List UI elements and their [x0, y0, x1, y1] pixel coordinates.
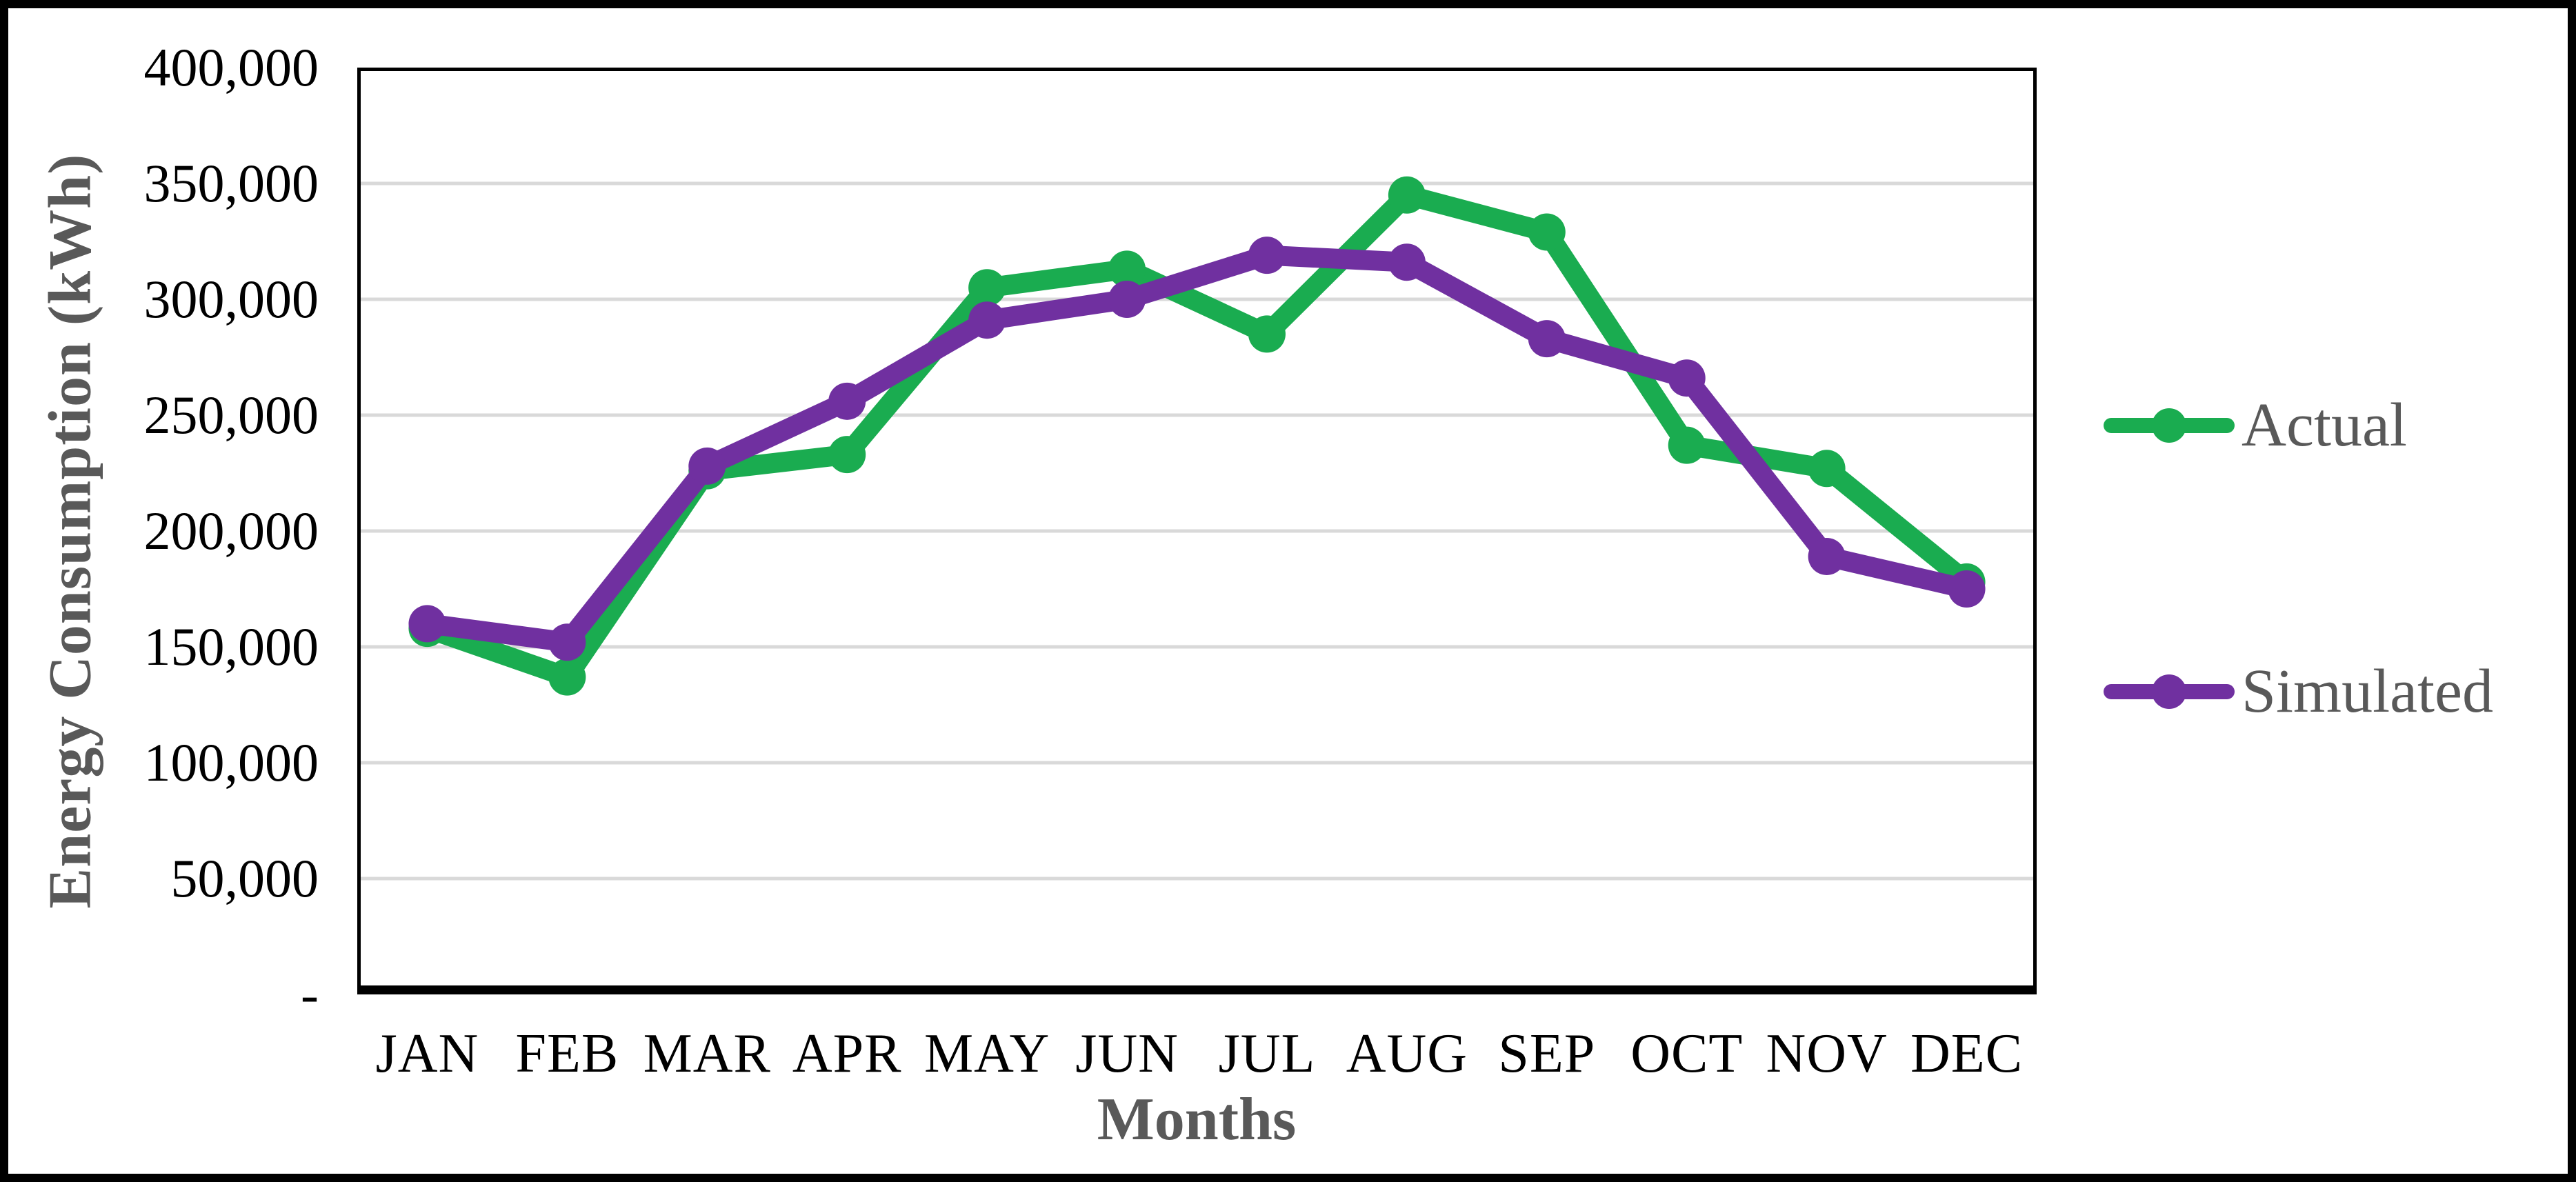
data-point-simulated-dec: [1948, 570, 1986, 608]
x-tick-label-jul: JUL: [1218, 1023, 1316, 1084]
y-tick-label-400000: 400,000: [143, 37, 319, 97]
y-tick-label-100000: 100,000: [143, 732, 319, 792]
plot-area: [357, 68, 2037, 994]
data-point-simulated-jan: [408, 605, 446, 643]
data-point-simulated-oct: [1668, 359, 1706, 397]
data-point-actual-aug: [1388, 176, 1426, 214]
x-tick-label-mar: MAR: [643, 1023, 771, 1084]
x-axis-title: Months: [1097, 1086, 1297, 1153]
x-tick-label-apr: APR: [792, 1023, 902, 1084]
y-tick-label-0: -: [301, 964, 319, 1024]
y-tick-label-50000: 50,000: [170, 848, 319, 908]
legend-label-actual: Actual: [2241, 391, 2407, 459]
data-point-actual-jun: [1108, 250, 1146, 288]
line-chart: [357, 68, 2037, 994]
data-point-simulated-aug: [1388, 243, 1426, 281]
data-point-simulated-mar: [688, 447, 726, 485]
x-tick-label-jun: JUN: [1075, 1023, 1179, 1084]
legend-swatch-simulated: [2104, 672, 2235, 711]
data-point-actual-apr: [828, 436, 866, 474]
legend-label-simulated: Simulated: [2241, 657, 2493, 725]
data-point-simulated-may: [968, 301, 1006, 339]
x-tick-label-feb: FEB: [515, 1023, 619, 1084]
data-point-simulated-sep: [1528, 320, 1566, 358]
data-point-simulated-feb: [548, 623, 586, 661]
y-tick-label-150000: 150,000: [143, 617, 319, 677]
legend-entry-simulated: Simulated: [2104, 654, 2493, 730]
x-tick-label-oct: OCT: [1630, 1023, 1744, 1084]
x-tick-label-nov: NOV: [1766, 1023, 1888, 1084]
data-point-simulated-apr: [828, 382, 866, 420]
y-tick-label-300000: 300,000: [143, 269, 319, 329]
legend-swatch-actual: [2104, 406, 2235, 445]
x-tick-label-jan: JAN: [375, 1023, 479, 1084]
y-tick-label-250000: 250,000: [143, 385, 319, 445]
x-tick-label-dec: DEC: [1910, 1023, 2024, 1084]
y-tick-label-200000: 200,000: [143, 501, 319, 561]
legend-circle-marker-actual: [2152, 408, 2186, 443]
x-tick-label-sep: SEP: [1498, 1023, 1596, 1084]
data-point-simulated-jun: [1108, 281, 1146, 318]
legend-entry-actual: Actual: [2104, 388, 2407, 463]
data-point-actual-jul: [1248, 315, 1286, 353]
data-point-actual-nov: [1808, 450, 1846, 488]
legend-circle-marker-simulated: [2152, 674, 2186, 709]
data-point-actual-feb: [548, 658, 586, 696]
x-tick-label-aug: AUG: [1346, 1023, 1468, 1084]
data-point-actual-may: [968, 269, 1006, 307]
series-line-simulated: [417, 245, 1977, 652]
y-tick-label-350000: 350,000: [143, 153, 319, 213]
data-point-simulated-nov: [1808, 537, 1846, 575]
data-point-actual-sep: [1528, 213, 1566, 251]
data-point-actual-oct: [1668, 426, 1706, 464]
data-point-simulated-jul: [1248, 237, 1286, 274]
x-tick-label-may: MAY: [923, 1023, 1050, 1084]
